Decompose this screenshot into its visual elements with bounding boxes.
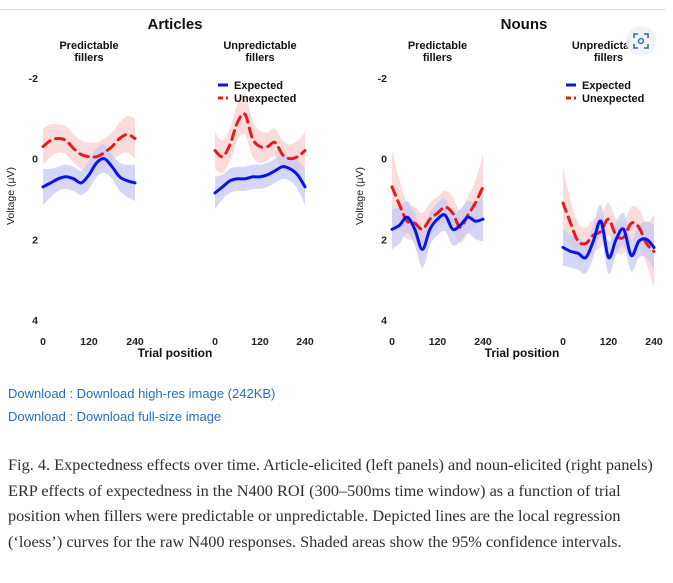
x-tick-label: 0 [389,336,395,348]
panel-articles-0: Predictable fillers 0 120 240 -2 0 2 4 Voltage (µ… [5,40,144,348]
panel-articles-1: Unpredictable fillers 0 120 240 ExpectedUnexp… [212,40,314,348]
legend-label-unexpected: Unexpected [582,93,644,105]
y-axis-label: Voltage (µV) [354,167,366,225]
group-title-articles: Articles [147,16,202,33]
series-line-expected [41,157,137,189]
shared-xlabel-right: Trial position [485,346,560,360]
x-tick-label: 240 [126,336,144,348]
expand-icon [633,33,649,49]
series-line-unexpected [561,201,656,253]
y-tick-label: 0 [32,154,38,166]
shared-xlabel-left: Trial position [138,346,213,360]
x-tick-label: 240 [645,336,663,348]
series-line-unexpected [390,185,485,231]
series-line-expected [213,165,307,195]
legend-label-expected: Expected [234,80,283,92]
series-line-expected [561,219,656,260]
panel-title: Predictable fillers [408,40,467,64]
y-tick-label: 4 [32,315,38,327]
y-tick-label: 2 [381,234,387,246]
expand-button[interactable] [626,26,656,56]
legend-label-unexpected: Unexpected [234,93,296,105]
y-tick-label: 0 [381,154,387,166]
y-tick-label: 2 [32,234,38,246]
series-line-expected [390,213,485,251]
download-high-res-link[interactable]: Download : Download high-res image (242K… [8,386,276,401]
group-title-nouns: Nouns [501,16,548,33]
x-tick-label: 240 [474,336,492,348]
panel-title: Unpredictable fillers [223,40,296,64]
y-axis-label: Voltage (µV) [5,167,17,225]
y-tick-label: 4 [381,315,387,327]
x-tick-label: 120 [80,336,98,348]
series-line-unexpected [213,112,307,161]
x-tick-label: 0 [40,336,46,348]
ci-band-expected [392,197,483,268]
x-tick-label: 0 [212,336,218,348]
download-full-size-link[interactable]: Download : Download full-size image [8,409,222,424]
x-tick-label: 120 [251,336,269,348]
series-line-unexpected [41,132,137,159]
y-tick-label: -2 [378,73,387,85]
x-tick-label: 120 [600,336,618,348]
x-tick-label: 0 [560,336,566,348]
panel-title: Predictable fillers [59,40,118,64]
legend-label-expected: Expected [582,80,631,92]
download-links: Download : Download high-res image (242K… [8,386,275,432]
panel-nouns-2: Predictable fillers 0 120 240 -2 0 2 4 Voltage (µ… [354,40,492,348]
figure-caption: Fig. 4. Expectedness effects over time. … [8,455,653,551]
x-tick-label: 120 [429,336,447,348]
y-tick-label: -2 [29,73,38,85]
x-tick-label: 240 [296,336,314,348]
